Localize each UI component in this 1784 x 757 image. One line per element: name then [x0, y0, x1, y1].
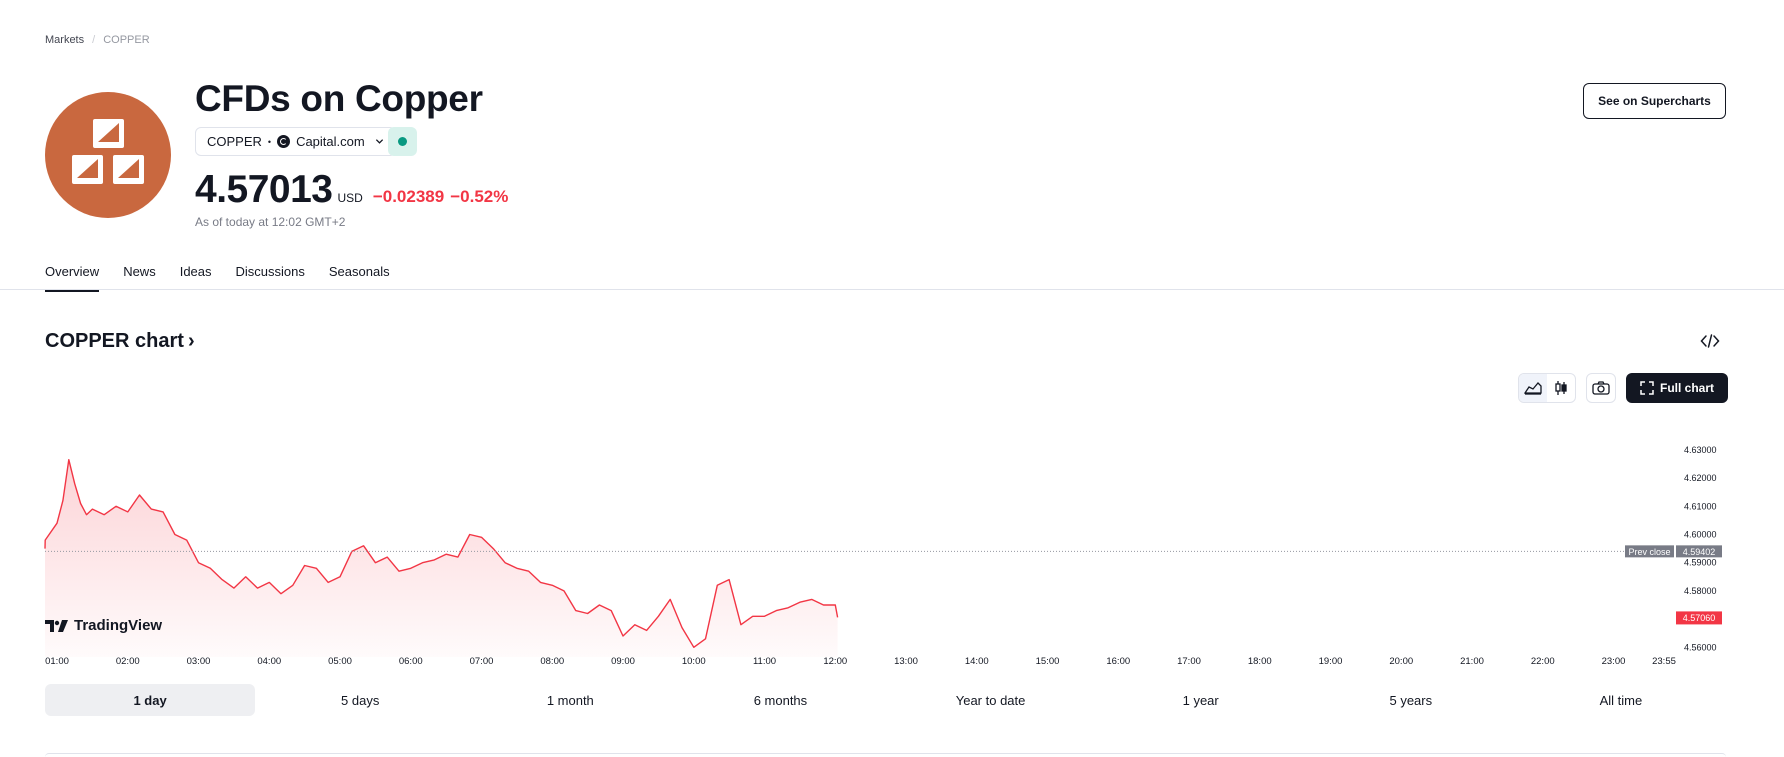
range-year-to-date[interactable]: Year to date — [955, 692, 1026, 708]
prev-close-value: 4.59402 — [1683, 547, 1716, 557]
range-1-year[interactable]: 1 year — [1182, 692, 1219, 708]
x-tick-label: 23:55 — [1652, 656, 1676, 667]
time-range-selector: 1 day 5 days 1 month 6 months Year to da… — [45, 684, 1726, 716]
x-tick-label: 08:00 — [540, 656, 564, 667]
x-tick-label: 06:00 — [399, 656, 423, 667]
x-tick-label: 17:00 — [1177, 656, 1201, 667]
range-1-month[interactable]: 1 month — [546, 692, 594, 708]
x-tick-label: 11:00 — [753, 656, 776, 667]
x-tick-label: 22:00 — [1531, 656, 1555, 667]
price-change-percent: −0.52% — [450, 187, 509, 206]
camera-icon — [1592, 381, 1610, 395]
next-section-edge — [45, 753, 1726, 757]
chevron-down-icon — [375, 139, 383, 144]
y-tick-label: 4.60000 — [1684, 529, 1717, 539]
price-series-line — [44, 459, 839, 648]
x-tick-label: 18:00 — [1248, 656, 1272, 667]
range-6-months[interactable]: 6 months — [753, 692, 808, 708]
tab-seasonals[interactable]: Seasonals — [328, 264, 390, 279]
breadcrumb-current: COPPER — [103, 34, 150, 46]
page-title: CFDs on Copper — [195, 78, 483, 119]
tab-discussions[interactable]: Discussions — [235, 264, 305, 279]
exchange-logo-icon — [277, 135, 291, 148]
range-5-days[interactable]: 5 days — [341, 692, 380, 708]
area-chart-button[interactable] — [1519, 374, 1547, 402]
x-tick-label: 05:00 — [328, 656, 352, 667]
embed-code-icon[interactable] — [1700, 333, 1720, 349]
x-tick-label: 23:00 — [1602, 656, 1626, 667]
range-1-day[interactable]: 1 day — [45, 684, 256, 716]
quote-row: 4.57013 USD −0.02389 −0.52% — [195, 168, 508, 212]
y-tick-label: 4.62000 — [1684, 473, 1717, 483]
market-status-indicator[interactable] — [388, 127, 417, 156]
chart-heading-link[interactable]: COPPER chart › — [45, 330, 195, 353]
y-tick-label: 4.56000 — [1684, 642, 1717, 652]
y-tick-label: 4.63000 — [1684, 445, 1717, 455]
full-chart-label: Full chart — [1659, 381, 1714, 395]
price-currency: USD — [337, 191, 363, 205]
x-tick-label: 19:00 — [1319, 656, 1343, 667]
x-tick-label: 14:00 — [965, 656, 989, 667]
quote-timestamp: As of today at 12:02 GMT+2 — [195, 215, 346, 229]
last-price-badge: 4.57060 — [1683, 613, 1716, 623]
y-tick-label: 4.58000 — [1684, 586, 1717, 596]
x-tick-label: 03:00 — [187, 656, 211, 667]
chart-toolbar: Full chart — [1518, 373, 1728, 403]
exchange-label: Capital.com — [296, 134, 365, 149]
symbol-exchange-selector[interactable]: COPPER • Capital.com — [195, 127, 396, 156]
last-price: 4.57013 — [195, 168, 333, 211]
chevron-right-icon: › — [187, 330, 195, 352]
tradingview-watermark[interactable]: TradingView — [45, 617, 162, 634]
breadcrumb: Markets / COPPER — [45, 34, 150, 46]
symbol-separator-dot: • — [267, 136, 272, 147]
breadcrumb-separator: / — [92, 34, 96, 46]
chart-heading-text: COPPER chart — [45, 330, 184, 352]
price-change: −0.02389 — [372, 187, 445, 206]
snapshot-button[interactable] — [1586, 373, 1616, 403]
range-all-time[interactable]: All time — [1599, 692, 1643, 708]
candles-icon — [1555, 381, 1567, 395]
x-tick-label: 20:00 — [1389, 656, 1413, 667]
prev-close-label-bg — [1625, 545, 1674, 558]
tradingview-wordmark: TradingView — [74, 617, 163, 634]
tabs-divider — [0, 289, 1784, 290]
candles-chart-button[interactable] — [1547, 374, 1575, 402]
last-price-badge-bg — [1676, 611, 1722, 625]
x-tick-label: 16:00 — [1106, 656, 1130, 667]
price-chart[interactable]: Prev close 4.59402 4.63000 4.62000 4.61000 4… — [0, 410, 1784, 670]
tab-overview[interactable]: Overview — [45, 264, 100, 292]
fullscreen-icon — [1640, 381, 1654, 395]
x-tick-label: 09:00 — [611, 656, 635, 667]
x-tick-label: 12:00 — [823, 656, 847, 667]
tradingview-logo-icon — [45, 619, 68, 632]
x-tick-label: 01:00 — [45, 656, 69, 667]
area-chart-icon — [1524, 382, 1542, 395]
x-tick-label: 15:00 — [1036, 656, 1060, 667]
chart-type-switch — [1518, 373, 1576, 403]
see-on-supercharts-button[interactable]: See on Supercharts — [1583, 83, 1726, 119]
y-tick-label: 4.61000 — [1684, 501, 1717, 511]
x-tick-label: 10:00 — [682, 656, 706, 667]
market-open-dot-icon — [398, 137, 407, 146]
tab-news[interactable]: News — [123, 264, 156, 279]
price-area-fill — [45, 459, 838, 657]
prev-close-label: Prev close — [1628, 547, 1670, 557]
full-chart-button[interactable]: Full chart — [1626, 373, 1728, 403]
x-tick-label: 04:00 — [257, 656, 281, 667]
y-tick-label: 4.59000 — [1684, 558, 1717, 568]
prev-close-value-bg — [1676, 545, 1722, 558]
x-tick-label: 02:00 — [116, 656, 140, 667]
breadcrumb-markets-link[interactable]: Markets — [45, 34, 85, 46]
range-5-years[interactable]: 5 years — [1389, 692, 1433, 708]
x-tick-label: 07:00 — [470, 656, 494, 667]
symbol-label: COPPER — [207, 134, 262, 149]
tab-ideas[interactable]: Ideas — [179, 264, 212, 279]
x-tick-label: 21:00 — [1460, 656, 1484, 667]
x-tick-label: 13:00 — [894, 656, 918, 667]
copper-bars-icon — [45, 92, 171, 218]
section-tabs: Overview News Ideas Discussions Seasonal… — [45, 264, 390, 292]
